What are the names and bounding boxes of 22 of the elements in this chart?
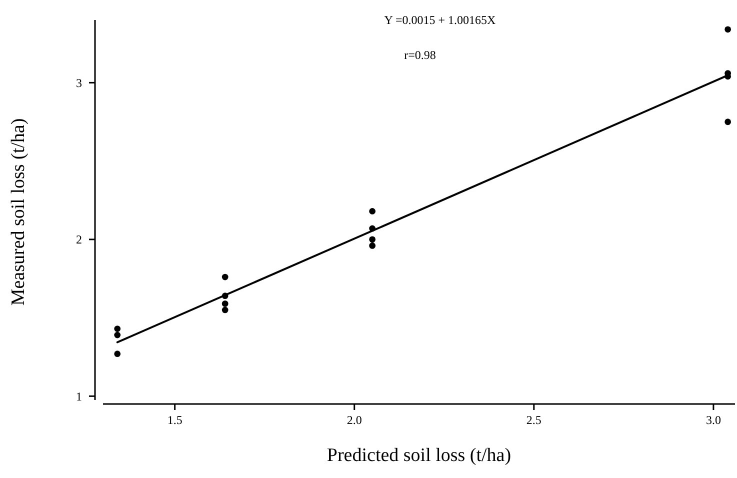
point: [369, 208, 376, 214]
point: [222, 300, 228, 307]
x-axis-title: Predicted soil loss (t/ha): [326, 445, 512, 466]
point: [114, 332, 121, 338]
point: [222, 274, 228, 280]
annotation: r=0.98: [404, 48, 436, 62]
y-axis-title: Measured soil loss (t/ha): [8, 118, 29, 306]
y-tick-label: 3: [76, 76, 82, 90]
x-tick-label: 1.5: [167, 413, 182, 427]
y-tick-label: 1: [76, 389, 82, 404]
point: [114, 326, 121, 332]
point: [222, 306, 228, 314]
point: [369, 236, 376, 243]
point: [724, 118, 732, 126]
annotation: Y =0.0015 + 1.00165X: [384, 13, 496, 27]
point: [724, 26, 732, 33]
x-tick-label: 2.0: [346, 413, 362, 427]
y-tick-label: 2: [76, 232, 82, 247]
x-tick-label: 2.5: [526, 413, 542, 427]
x-tick-label: 3.0: [706, 413, 721, 427]
point: [114, 350, 121, 358]
point: [369, 242, 376, 249]
